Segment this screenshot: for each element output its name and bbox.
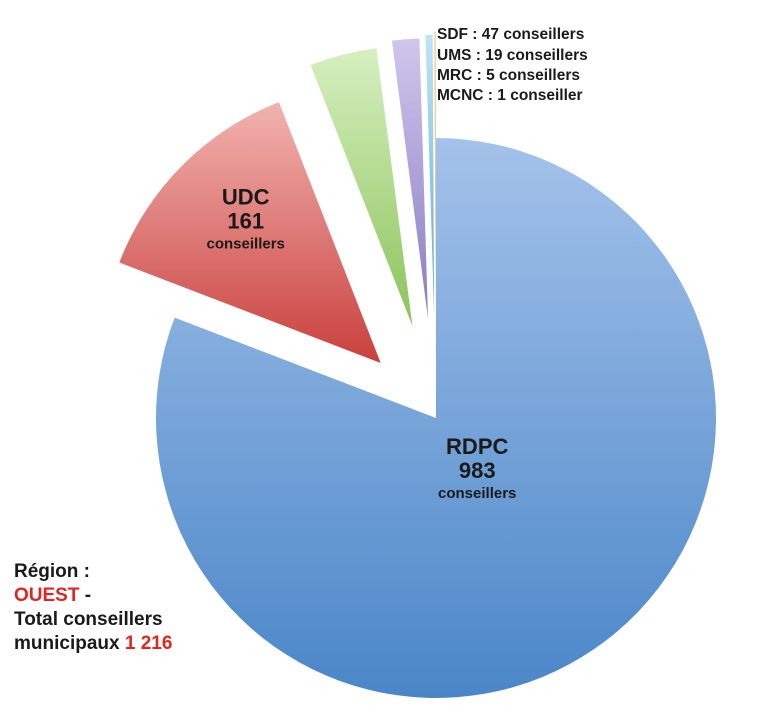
pie-slice-udc <box>119 102 381 363</box>
pie-slice-mrc <box>425 35 435 316</box>
region-name: OUEST <box>14 585 80 606</box>
legend-entry-mcnc: MCNC : 1 conseiller <box>437 87 583 104</box>
slice-label-rdpc-party: RDPC <box>446 434 508 459</box>
pie-slice-mcnc <box>434 32 436 313</box>
slice-label-udc-unit: conseillers <box>207 236 285 253</box>
pie-slice-ums <box>391 38 428 319</box>
region-note-line4: municipaux 1 216 <box>14 632 172 656</box>
region-note-line1: Région : <box>14 561 90 582</box>
slice-label-udc-party: UDC <box>222 185 270 210</box>
region-note: Région : OUEST - Total conseillers munic… <box>14 560 172 656</box>
pie-slice-rdpc <box>156 138 717 698</box>
region-dash: - <box>79 585 92 606</box>
region-note-line2: OUEST - <box>14 584 172 608</box>
legend-entry-ums: UMS : 19 conseillers <box>437 47 588 64</box>
slice-label-rdpc-value: 983 <box>459 458 496 483</box>
pie-slice-sdf <box>310 48 413 326</box>
legend-entry-sdf: SDF : 47 conseillers <box>437 26 585 43</box>
region-note-line3: Total conseillers <box>14 609 163 630</box>
region-total-prefix: municipaux <box>14 633 125 654</box>
slice-label-rdpc-unit: conseillers <box>438 485 516 502</box>
region-total-value: 1 216 <box>124 633 173 654</box>
slice-label-udc-value: 161 <box>227 209 264 234</box>
legend-entry-mrc: MRC : 5 conseillers <box>437 67 580 84</box>
